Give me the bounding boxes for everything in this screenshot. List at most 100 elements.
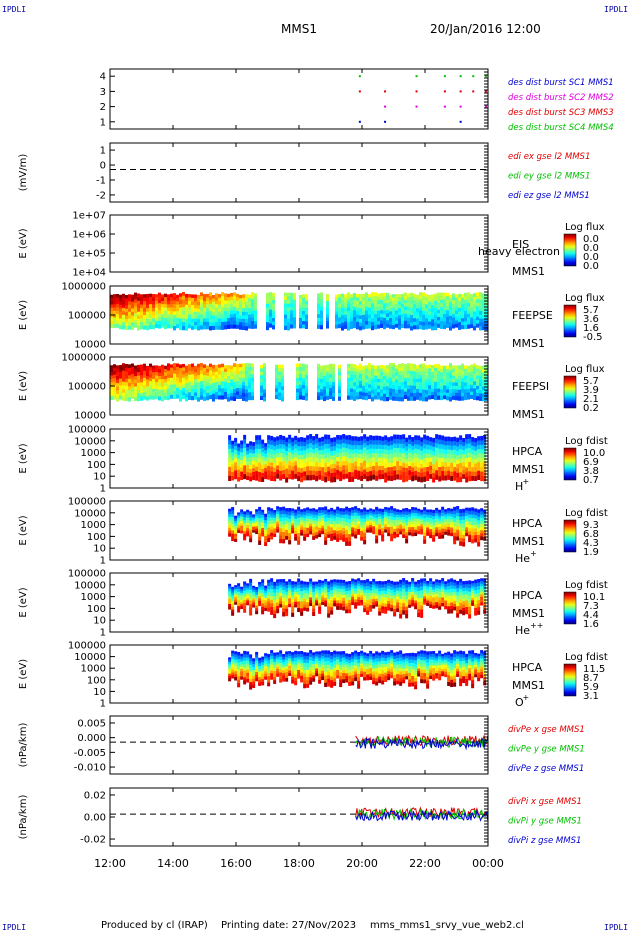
y-tick-label: 10000 [74,508,106,519]
y-tick-label: 1 [100,699,106,710]
colorbar-title: Log flux [565,364,605,375]
colorbar-3 [563,304,577,338]
colorbar-title: Log fdist [565,652,608,663]
colorbar-value: 4.3 [583,538,599,549]
x-tick-label: 14:00 [157,857,189,870]
instrument-label: EIS [512,238,529,251]
spacecraft-label: MMS1 [512,265,545,278]
y-tick-label: 1000 [81,448,106,459]
instrument-label: FEEPSE [512,309,553,322]
series-line-z [355,737,489,751]
colorbar-value: 3.8 [583,466,599,477]
burst-mark [484,90,487,93]
x-tick-label: 22:00 [409,857,441,870]
overlay-label: heavy electron to [478,245,575,258]
colorbar-title: Log fdist [565,580,608,591]
burst-mark [459,90,462,93]
y-tick-label: 1 [100,556,106,567]
species-charge: + [530,549,537,558]
y-tick-label: -0.005 [74,748,106,759]
y-tick-label: 1e+07 [72,211,106,222]
panel-frame-2 [109,214,489,273]
legend-entry: divPe z gse MMS1 [508,764,584,774]
colorbar-value: 0.0 [583,243,599,254]
panel-frame-1 [109,142,489,203]
burst-mark [358,75,361,78]
colorbar-value: 1.6 [583,619,599,630]
legend-entry: des dist burst SC2 MMS2 [508,93,614,103]
panel-frame-10 [109,787,489,847]
colorbar-value: 2.1 [583,394,599,405]
species-charge: + [523,693,530,702]
colorbar-value: 1.9 [583,547,599,558]
burst-mark [415,105,418,108]
plot-datetime: 20/Jan/2016 12:00 [430,22,541,36]
y-tick-label: -0.010 [74,763,106,774]
y-tick-label: 100000 [68,569,106,580]
y-tick-label: 10 [93,544,106,555]
burst-mark [472,90,475,93]
x-tick-label: 20:00 [346,857,378,870]
colorbar-title: Log flux [565,293,605,304]
burst-mark [415,75,418,78]
burst-mark [415,90,418,93]
legend-entry: divPi y gse MMS1 [508,817,582,827]
x-tick-label: 00:00 [472,857,504,870]
legend-entry: divPe x gse MMS1 [508,725,585,735]
x-tick-label: 12:00 [94,857,126,870]
colorbar-value: 6.8 [583,529,599,540]
colorbar-value: 3.6 [583,314,599,325]
spectrogram-7 [228,578,487,619]
colorbar-4 [563,375,577,409]
legend-entry: divPi x gse MMS1 [508,797,582,807]
colorbar-value: 3.1 [583,691,599,702]
colorbar-2 [563,233,577,267]
y-axis-label: E (eV) [18,587,29,617]
colorbar-7 [563,591,577,625]
series-line-y [355,735,488,748]
y-tick-label: 100 [87,604,106,615]
footer-filename: mms_mms1_srvy_vue_web2.cl [370,920,524,931]
burst-mark [443,75,446,78]
y-tick-label: 1e+05 [72,249,106,260]
colorbar-5 [563,447,577,481]
y-tick-label: 1 [100,484,106,495]
y-axis-label: E (eV) [18,300,29,330]
y-tick-label: 1 [100,117,106,128]
y-axis-label: E (eV) [18,515,29,545]
y-tick-label: 100 [87,675,106,686]
spectrogram-5 [228,434,487,483]
colorbar-8 [563,663,577,697]
series-line-z [355,809,489,822]
burst-mark [443,105,446,108]
colorbar-value: 5.7 [583,305,599,316]
spacecraft-label: MMS1 [512,679,545,692]
colorbar-value: 9.3 [583,520,599,531]
y-tick-label: 100000 [68,425,106,436]
spacecraft-label: MMS1 [512,408,545,421]
y-axis-label: E (eV) [18,371,29,401]
corner-label-top-left: IPDLI [2,5,27,14]
colorbar-value: 0.0 [583,234,599,245]
burst-mark [459,120,462,123]
y-tick-label: 1 [100,628,106,639]
legend-entry: edi ey gse l2 MMS1 [508,172,590,182]
x-tick-label: 18:00 [283,857,315,870]
y-axis-label: (nPa/km) [18,795,29,840]
y-tick-label: 1000 [81,592,106,603]
y-tick-label: 0.02 [84,790,106,801]
colorbar-value: -0.5 [583,332,603,343]
y-axis-label: E (eV) [18,443,29,473]
spectrogram-8 [228,650,487,690]
colorbar-title: Log flux [565,222,605,233]
colorbar-value: 5.7 [583,376,599,387]
y-tick-label: 100 [87,460,106,471]
y-tick-label: 1000000 [61,353,106,364]
y-tick-label: -2 [96,190,106,201]
legend-entry: des dist burst SC1 MMS1 [508,78,614,88]
burst-mark [472,75,475,78]
y-tick-label: 100000 [68,497,106,508]
instrument-label: HPCA [512,517,543,530]
y-tick-label: 0.00 [84,813,106,824]
